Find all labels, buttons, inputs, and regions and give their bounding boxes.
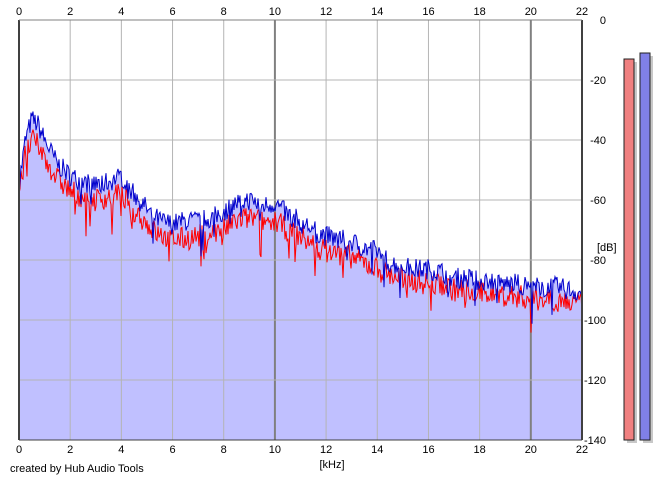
series-line-blue [18, 111, 583, 324]
x-tick-label-top-0: 0 [16, 6, 22, 18]
level-meter-2 [639, 52, 651, 441]
series-line-red [18, 129, 583, 333]
x-tick-label-top-4: 4 [118, 6, 124, 18]
x-tick-label-bottom-6: 6 [169, 444, 175, 456]
credit-text: created by Hub Audio Tools [10, 463, 144, 475]
x-tick-label-bottom-8: 8 [221, 444, 227, 456]
x-tick-label-top-6: 6 [169, 6, 175, 18]
y-tick-label-m40: -40 [590, 135, 606, 147]
x-tick-label-top-12: 12 [320, 6, 332, 18]
x-tick-label-bottom-10: 10 [269, 444, 281, 456]
x-tick-label-bottom-2: 2 [67, 444, 73, 456]
x-tick-label-bottom-22: 22 [576, 444, 588, 456]
x-tick-label-bottom-12: 12 [320, 444, 332, 456]
y-axis-label: [dB] [597, 242, 617, 254]
y-tick-label-m60: -60 [590, 195, 606, 207]
x-tick-label-bottom-14: 14 [371, 444, 383, 456]
x-tick-label-bottom-0: 0 [16, 444, 22, 456]
y-tick-label-0: 0 [600, 15, 606, 27]
x-tick-label-top-16: 16 [422, 6, 434, 18]
x-tick-label-top-22: 22 [576, 6, 588, 18]
level-meter-1 [623, 58, 635, 441]
x-axis-label: [kHz] [319, 459, 344, 471]
x-tick-label-bottom-16: 16 [422, 444, 434, 456]
x-tick-label-bottom-4: 4 [118, 444, 124, 456]
y-tick-label-m20: -20 [590, 75, 606, 87]
x-tick-label-bottom-18: 18 [474, 444, 486, 456]
y-tick-label-m100: -100 [584, 315, 606, 327]
y-tick-label-m120: -120 [584, 375, 606, 387]
spectrum-fill-area [19, 111, 582, 440]
x-tick-label-top-10: 10 [269, 6, 281, 18]
x-tick-label-top-18: 18 [474, 6, 486, 18]
x-tick-label-top-14: 14 [371, 6, 383, 18]
x-tick-label-bottom-20: 20 [525, 444, 537, 456]
x-tick-label-top-2: 2 [67, 6, 73, 18]
x-tick-label-top-20: 20 [525, 6, 537, 18]
y-tick-label-m140: -140 [584, 435, 606, 447]
x-tick-label-top-8: 8 [221, 6, 227, 18]
y-tick-label-m80: -80 [590, 255, 606, 267]
